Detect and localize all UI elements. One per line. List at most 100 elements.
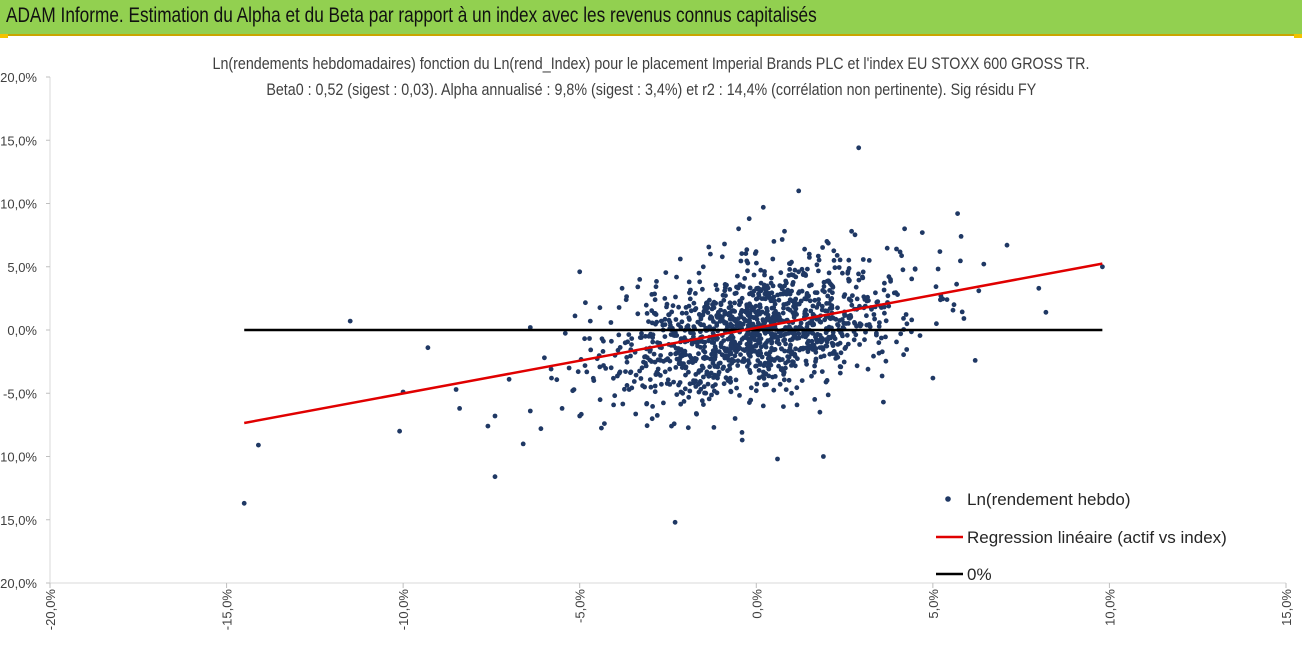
scatter-point xyxy=(711,425,717,430)
scatter-point xyxy=(866,258,872,263)
cloud-point xyxy=(958,258,963,264)
cloud-point xyxy=(904,321,910,327)
cloud-point xyxy=(679,310,685,316)
cloud-point xyxy=(759,354,765,360)
cloud-point xyxy=(959,309,965,315)
cloud-point xyxy=(811,369,817,375)
cloud-point xyxy=(696,270,702,276)
scatter-point xyxy=(821,454,826,459)
cloud-point xyxy=(700,286,705,292)
cloud-point xyxy=(845,321,851,326)
cloud-point xyxy=(588,347,594,353)
cloud-point xyxy=(805,321,810,327)
cloud-point xyxy=(705,305,711,311)
cloud-point xyxy=(875,299,881,304)
cloud-point xyxy=(824,343,830,349)
cloud-point xyxy=(711,375,716,380)
cloud-point xyxy=(805,266,810,272)
cloud-point xyxy=(715,364,721,370)
cloud-point xyxy=(812,297,818,303)
cloud-point xyxy=(793,346,798,352)
cloud-point xyxy=(692,379,697,385)
cloud-point xyxy=(897,249,903,255)
cloud-point xyxy=(597,305,603,311)
cloud-point xyxy=(862,337,867,343)
cloud-point xyxy=(901,316,906,321)
cloud-point xyxy=(684,324,690,330)
cloud-point xyxy=(738,258,744,264)
cloud-point xyxy=(682,335,687,341)
cloud-point xyxy=(678,361,684,367)
cloud-point xyxy=(798,325,804,330)
cloud-point xyxy=(712,356,718,362)
banner-corner-left xyxy=(0,34,8,38)
cloud-point xyxy=(814,262,820,268)
cloud-point xyxy=(879,373,885,379)
cloud-point xyxy=(562,330,568,336)
cloud-point xyxy=(725,348,730,353)
cloud-point xyxy=(770,256,776,262)
scatter-point xyxy=(241,500,247,506)
cloud-point xyxy=(792,298,798,304)
cloud-point xyxy=(720,352,726,358)
scatter-point xyxy=(506,376,512,382)
cloud-point xyxy=(715,314,720,320)
cloud-point xyxy=(737,393,742,398)
cloud-point xyxy=(688,308,694,314)
cloud-point xyxy=(840,270,845,276)
cloud-point xyxy=(719,340,724,346)
cloud-point xyxy=(587,336,592,341)
cloud-point xyxy=(792,363,798,369)
scatter-point xyxy=(775,456,780,462)
cloud-point xyxy=(881,304,887,310)
cloud-point xyxy=(727,300,733,306)
cloud-point xyxy=(575,369,581,375)
cloud-point xyxy=(705,381,711,387)
cloud-point xyxy=(793,274,799,280)
cloud-point xyxy=(754,260,759,266)
cloud-point xyxy=(762,371,768,377)
cloud-point xyxy=(662,296,668,301)
report-banner: ADAM Informe. Estimation du Alpha et du … xyxy=(0,0,1302,36)
cloud-point xyxy=(756,368,762,373)
cloud-point xyxy=(843,344,849,350)
cloud-point xyxy=(759,309,765,315)
cloud-point xyxy=(781,305,786,311)
scatter-point xyxy=(559,406,565,411)
scatter-point xyxy=(937,249,943,255)
scatter-point xyxy=(955,211,960,217)
cloud-point xyxy=(682,386,688,392)
cloud-point xyxy=(829,305,835,311)
cloud-point xyxy=(778,291,783,297)
cloud-point xyxy=(754,317,760,322)
cloud-point xyxy=(583,300,588,306)
cloud-point xyxy=(647,357,653,363)
cloud-point xyxy=(772,357,777,362)
cloud-point xyxy=(753,303,759,309)
cloud-point xyxy=(652,383,658,389)
cloud-point xyxy=(864,313,869,319)
cloud-point xyxy=(709,392,714,398)
cloud-point xyxy=(622,386,627,392)
cloud-point xyxy=(879,349,885,355)
cloud-point xyxy=(635,284,641,290)
scatter-point xyxy=(718,302,724,308)
cloud-point xyxy=(738,314,744,320)
cloud-point xyxy=(648,384,654,390)
chart-area: Ln(rendements hebdomadaires) fonction du… xyxy=(0,38,1302,648)
cloud-point xyxy=(710,348,716,354)
y-tick-label: 0,0% xyxy=(7,323,37,338)
cloud-point xyxy=(701,322,706,328)
scatter-point xyxy=(347,318,353,324)
cloud-point xyxy=(904,347,910,352)
cloud-point xyxy=(785,287,791,293)
cloud-point xyxy=(831,248,837,254)
cloud-point xyxy=(664,301,670,307)
cloud-point xyxy=(786,377,792,383)
cloud-point xyxy=(755,320,761,326)
cloud-point xyxy=(739,337,745,342)
cloud-point xyxy=(792,353,798,359)
scatter-point xyxy=(397,428,402,434)
cloud-point xyxy=(769,340,774,346)
cloud-point xyxy=(857,323,863,329)
